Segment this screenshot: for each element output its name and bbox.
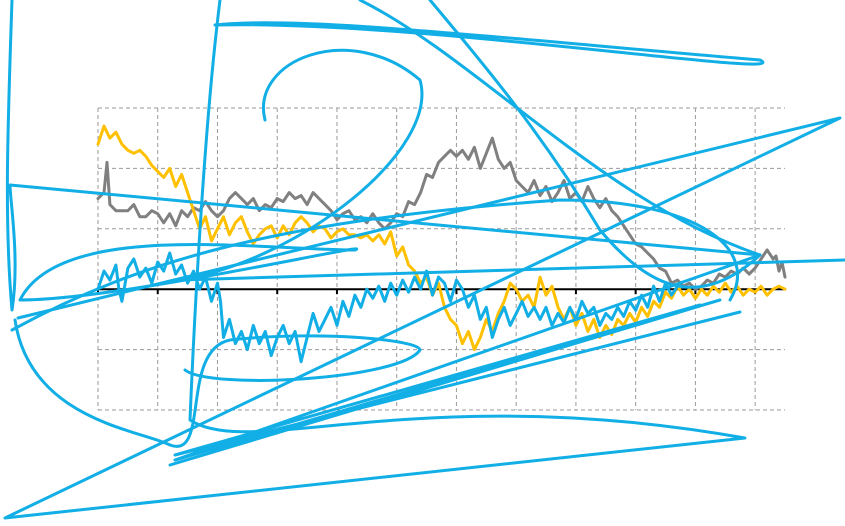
overlay-strokes [3,0,845,520]
overlay-stroke-left-ellipse [18,243,359,302]
overlay-stroke-zigzag [3,0,842,520]
overlay-stroke-sweep [10,198,740,332]
series-gold-line [96,124,787,352]
overlay-stroke-top-loop [213,21,765,66]
overlay-stroke-fan [168,0,762,467]
overlay-stroke-lower-loop [13,318,422,448]
overlay-stroke-upper-loop [178,48,845,282]
overlay-stroke-left-loop [5,0,762,312]
grid [97,107,785,411]
overlay-stroke-arc [428,0,762,289]
